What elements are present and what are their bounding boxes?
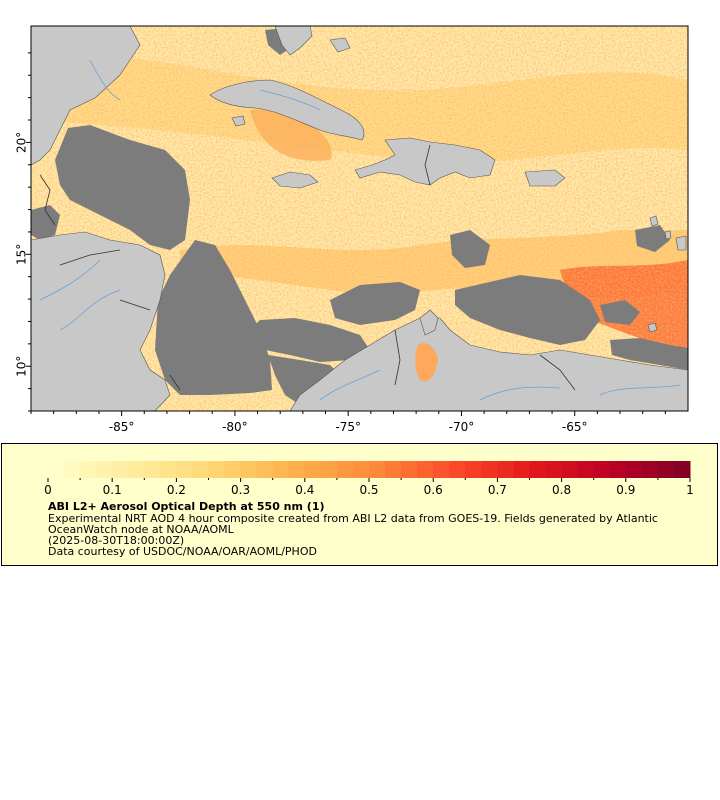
no-data-regions: [31, 28, 688, 405]
colorbar-swatch: [160, 461, 177, 478]
land-areas: [31, 26, 688, 411]
colorbar-tick-label: 1: [686, 483, 694, 497]
colorbar-swatch: [112, 461, 129, 478]
colorbar: 0 0.1 0.2 0.3 0.4 0.5 0.6 0.7 0.8 0.9 1: [44, 461, 694, 497]
legend-description-line1: Experimental NRT AOD 4 hour composite cr…: [48, 512, 658, 525]
land-jamaica: [271, 171, 319, 189]
land-island: [675, 235, 687, 251]
colorbar-swatch: [385, 461, 402, 478]
lat-tick-label: 20°: [15, 132, 29, 153]
colorbar-swatch: [433, 461, 450, 478]
colorbar-tick-label: 0.2: [167, 483, 186, 497]
colorbar-swatch: [80, 461, 97, 478]
colorbar-tick-label: 0: [44, 483, 52, 497]
land-island: [664, 230, 672, 240]
colorbar-swatch: [64, 461, 81, 478]
colorbar-swatch: [240, 461, 258, 478]
colorbar-tick-label: 0.6: [424, 483, 443, 497]
colorbar-swatch: [417, 461, 434, 478]
aod-lake-region: [415, 343, 438, 382]
legend-description-line2: OceanWatch node at NOAA/AOML: [48, 523, 234, 536]
colorbar-swatch: [352, 461, 370, 478]
land-central-america: [31, 231, 171, 411]
land-island: [647, 322, 658, 333]
colorbar-swatch: [497, 461, 514, 478]
colorbar-swatch: [48, 461, 65, 478]
colorbar-swatch: [641, 461, 659, 478]
colorbar-tick-label: 0.3: [231, 483, 250, 497]
colorbar-tick-label: 0.5: [359, 483, 378, 497]
colorbar-swatch: [529, 461, 547, 478]
colorbar-swatches: [48, 461, 691, 478]
colorbar-swatch: [144, 461, 161, 478]
lat-axis: 20° 15° 10°: [15, 52, 31, 412]
colorbar-swatch: [449, 461, 466, 478]
colorbar-swatch: [224, 461, 242, 478]
lon-tick-label: -85°: [109, 420, 135, 434]
colorbar-swatch: [465, 461, 482, 478]
colorbar-swatch: [320, 461, 338, 478]
rivers: [39, 59, 681, 401]
colorbar-swatch: [545, 461, 563, 478]
colorbar-swatch: [673, 461, 691, 478]
colorbar-swatch: [208, 461, 226, 478]
land-cuba: [209, 79, 365, 141]
colorbar-swatch: [657, 461, 675, 478]
colorbar-tick-label: 0.4: [295, 483, 314, 497]
map-figure: -85° -80° -75° -70° -65° 20° 15° 10°: [15, 25, 689, 434]
colorbar-swatch: [288, 461, 306, 478]
land-south-america: [289, 317, 688, 411]
colorbar-swatch: [192, 461, 209, 478]
legend-panel: 0 0.1 0.2 0.3 0.4 0.5 0.6 0.7 0.8 0.9 1 ABI L2+ Ae…: [1, 443, 718, 566]
colorbar-tick-label: 0.7: [488, 483, 507, 497]
colorbar-ticks: 0 0.1 0.2 0.3 0.4 0.5 0.6 0.7 0.8 0.9 1: [44, 478, 694, 497]
colorbar-swatch: [256, 461, 274, 478]
colorbar-swatch: [304, 461, 322, 478]
lon-tick-label: -75°: [335, 420, 361, 434]
colorbar-tick-label: 0.1: [103, 483, 122, 497]
land-florida: [274, 26, 313, 56]
colorbar-swatch: [481, 461, 498, 478]
colorbar-swatch: [176, 461, 193, 478]
colorbar-swatch: [609, 461, 627, 478]
colorbar-swatch: [513, 461, 530, 478]
land-guajira: [419, 309, 439, 336]
lon-tick-label: -70°: [449, 420, 475, 434]
colorbar-swatch: [369, 461, 386, 478]
colorbar-tick-label: 0.9: [616, 483, 635, 497]
land-island: [329, 37, 351, 53]
lon-tick-label: -80°: [222, 420, 248, 434]
lat-tick-label: 10°: [15, 356, 29, 377]
colorbar-swatch: [128, 461, 145, 478]
colorbar-swatch: [401, 461, 418, 478]
land-puerto-rico: [524, 169, 566, 187]
colorbar-swatch: [625, 461, 643, 478]
colorbar-swatch: [577, 461, 595, 478]
land-island: [231, 115, 246, 127]
colorbar-swatch: [593, 461, 611, 478]
colorbar-swatch: [272, 461, 290, 478]
land-hispaniola: [354, 137, 496, 186]
colorbar-swatch: [561, 461, 579, 478]
lat-tick-label: 15°: [15, 244, 29, 265]
land-island: [649, 215, 659, 227]
map-plot-area: [31, 26, 688, 411]
country-borders: [39, 144, 576, 391]
colorbar-swatch: [96, 461, 113, 478]
legend-title: ABI L2+ Aerosol Optical Depth at 550 nm …: [48, 500, 325, 513]
legend-credit: Data courtesy of USDOC/NOAA/OAR/AOML/PHO…: [48, 545, 317, 558]
lon-axis: -85° -80° -75° -70° -65°: [30, 411, 666, 434]
colorbar-tick-label: 0.8: [552, 483, 571, 497]
land-mexico: [31, 26, 141, 166]
lon-tick-label: -65°: [562, 420, 588, 434]
colorbar-swatch: [336, 461, 354, 478]
legend-timestamp: (2025-08-30T18:00:00Z): [48, 534, 185, 547]
map-frame: [30, 25, 689, 412]
